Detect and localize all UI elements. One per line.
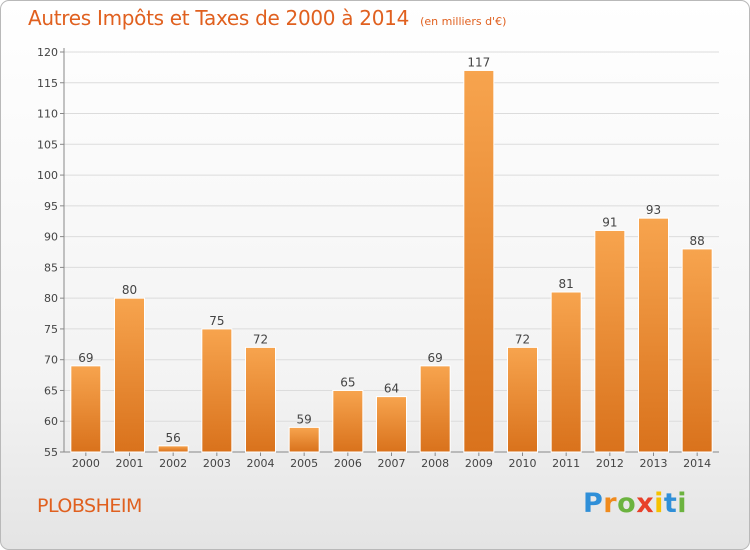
y-tick-label: 120 (37, 46, 58, 59)
bar (288, 426, 320, 453)
bar (638, 217, 669, 453)
y-tick-label: 95 (44, 200, 58, 213)
brand-letter: r (603, 488, 618, 519)
x-tick-label: 2005 (290, 457, 318, 470)
brand-letter: t (663, 488, 678, 519)
y-tick-label: 80 (44, 292, 58, 305)
y-tick-label: 65 (44, 384, 58, 397)
y-tick-label: 60 (44, 415, 58, 428)
y-tick-label: 110 (37, 108, 58, 121)
brand-letter: i (677, 488, 688, 519)
y-tick-label: 90 (44, 231, 58, 244)
bar (419, 365, 451, 453)
bar (681, 248, 713, 453)
brand-logo: Proxiti (583, 488, 687, 519)
bar (114, 297, 145, 453)
x-tick-label: 2003 (203, 457, 231, 470)
data-label: 75 (209, 314, 224, 328)
data-label: 117 (467, 55, 490, 69)
x-tick-label: 2012 (596, 457, 624, 470)
data-label: 64 (384, 382, 399, 396)
x-tick-label: 2010 (509, 457, 537, 470)
axes: 55 60 65 70 75 80 85 90 95 100 105 110 115 120 2000 200… (37, 46, 719, 470)
data-label: 72 (253, 332, 268, 346)
bar (70, 365, 102, 453)
data-label: 88 (690, 234, 705, 248)
x-tick-label: 2014 (683, 457, 711, 470)
x-tick-label: 2007 (378, 457, 406, 470)
data-label: 81 (559, 277, 574, 291)
brand-letter: x (636, 488, 655, 519)
y-tick-label: 70 (44, 354, 58, 367)
y-tick-label: 105 (37, 138, 58, 151)
bars (70, 69, 713, 453)
bar (376, 396, 407, 453)
bar (201, 328, 233, 453)
data-label: 80 (122, 283, 137, 297)
x-tick-label: 2004 (247, 457, 275, 470)
data-labels: 69 80 56 75 72 59 65 64 69 117 72 81 91 93 88 (78, 55, 705, 444)
x-tick-label: 2000 (72, 457, 100, 470)
chart-subtitle: (en milliers d'€) (420, 15, 507, 28)
y-tick-label: 85 (44, 261, 58, 274)
bar (332, 389, 364, 453)
x-tick-label: 2006 (334, 457, 362, 470)
x-tick-label: 2013 (640, 457, 668, 470)
commune-name: PLOBSHEIM (37, 495, 142, 517)
title-block: Autres Impôts et Taxes de 2000 à 2014 (e… (28, 6, 506, 30)
x-tick-label: 2001 (116, 457, 144, 470)
bar (157, 445, 189, 453)
bar (507, 346, 538, 453)
bar (594, 229, 626, 453)
data-label: 91 (602, 215, 617, 229)
bar (550, 291, 582, 453)
y-tick-label: 75 (44, 323, 58, 336)
data-label: 69 (428, 351, 443, 365)
bar (245, 346, 276, 453)
brand-letter: o (617, 488, 637, 519)
data-label: 59 (297, 412, 312, 426)
y-tick-label: 55 (44, 446, 58, 459)
chart-title: Autres Impôts et Taxes de 2000 à 2014 (28, 6, 409, 30)
x-tick-label: 2009 (465, 457, 493, 470)
data-label: 72 (515, 332, 530, 346)
data-label: 93 (646, 203, 661, 217)
data-label: 56 (166, 431, 181, 445)
bar (463, 69, 495, 453)
x-tick-label: 2008 (421, 457, 449, 470)
brand-letter: i (654, 488, 664, 519)
data-label: 69 (78, 351, 93, 365)
x-tick-label: 2011 (552, 457, 580, 470)
y-tick-label: 100 (37, 169, 58, 182)
x-tick-label: 2002 (159, 457, 187, 470)
brand-letter: P (583, 488, 604, 519)
y-tick-label: 115 (37, 77, 58, 90)
data-label: 65 (340, 375, 355, 389)
